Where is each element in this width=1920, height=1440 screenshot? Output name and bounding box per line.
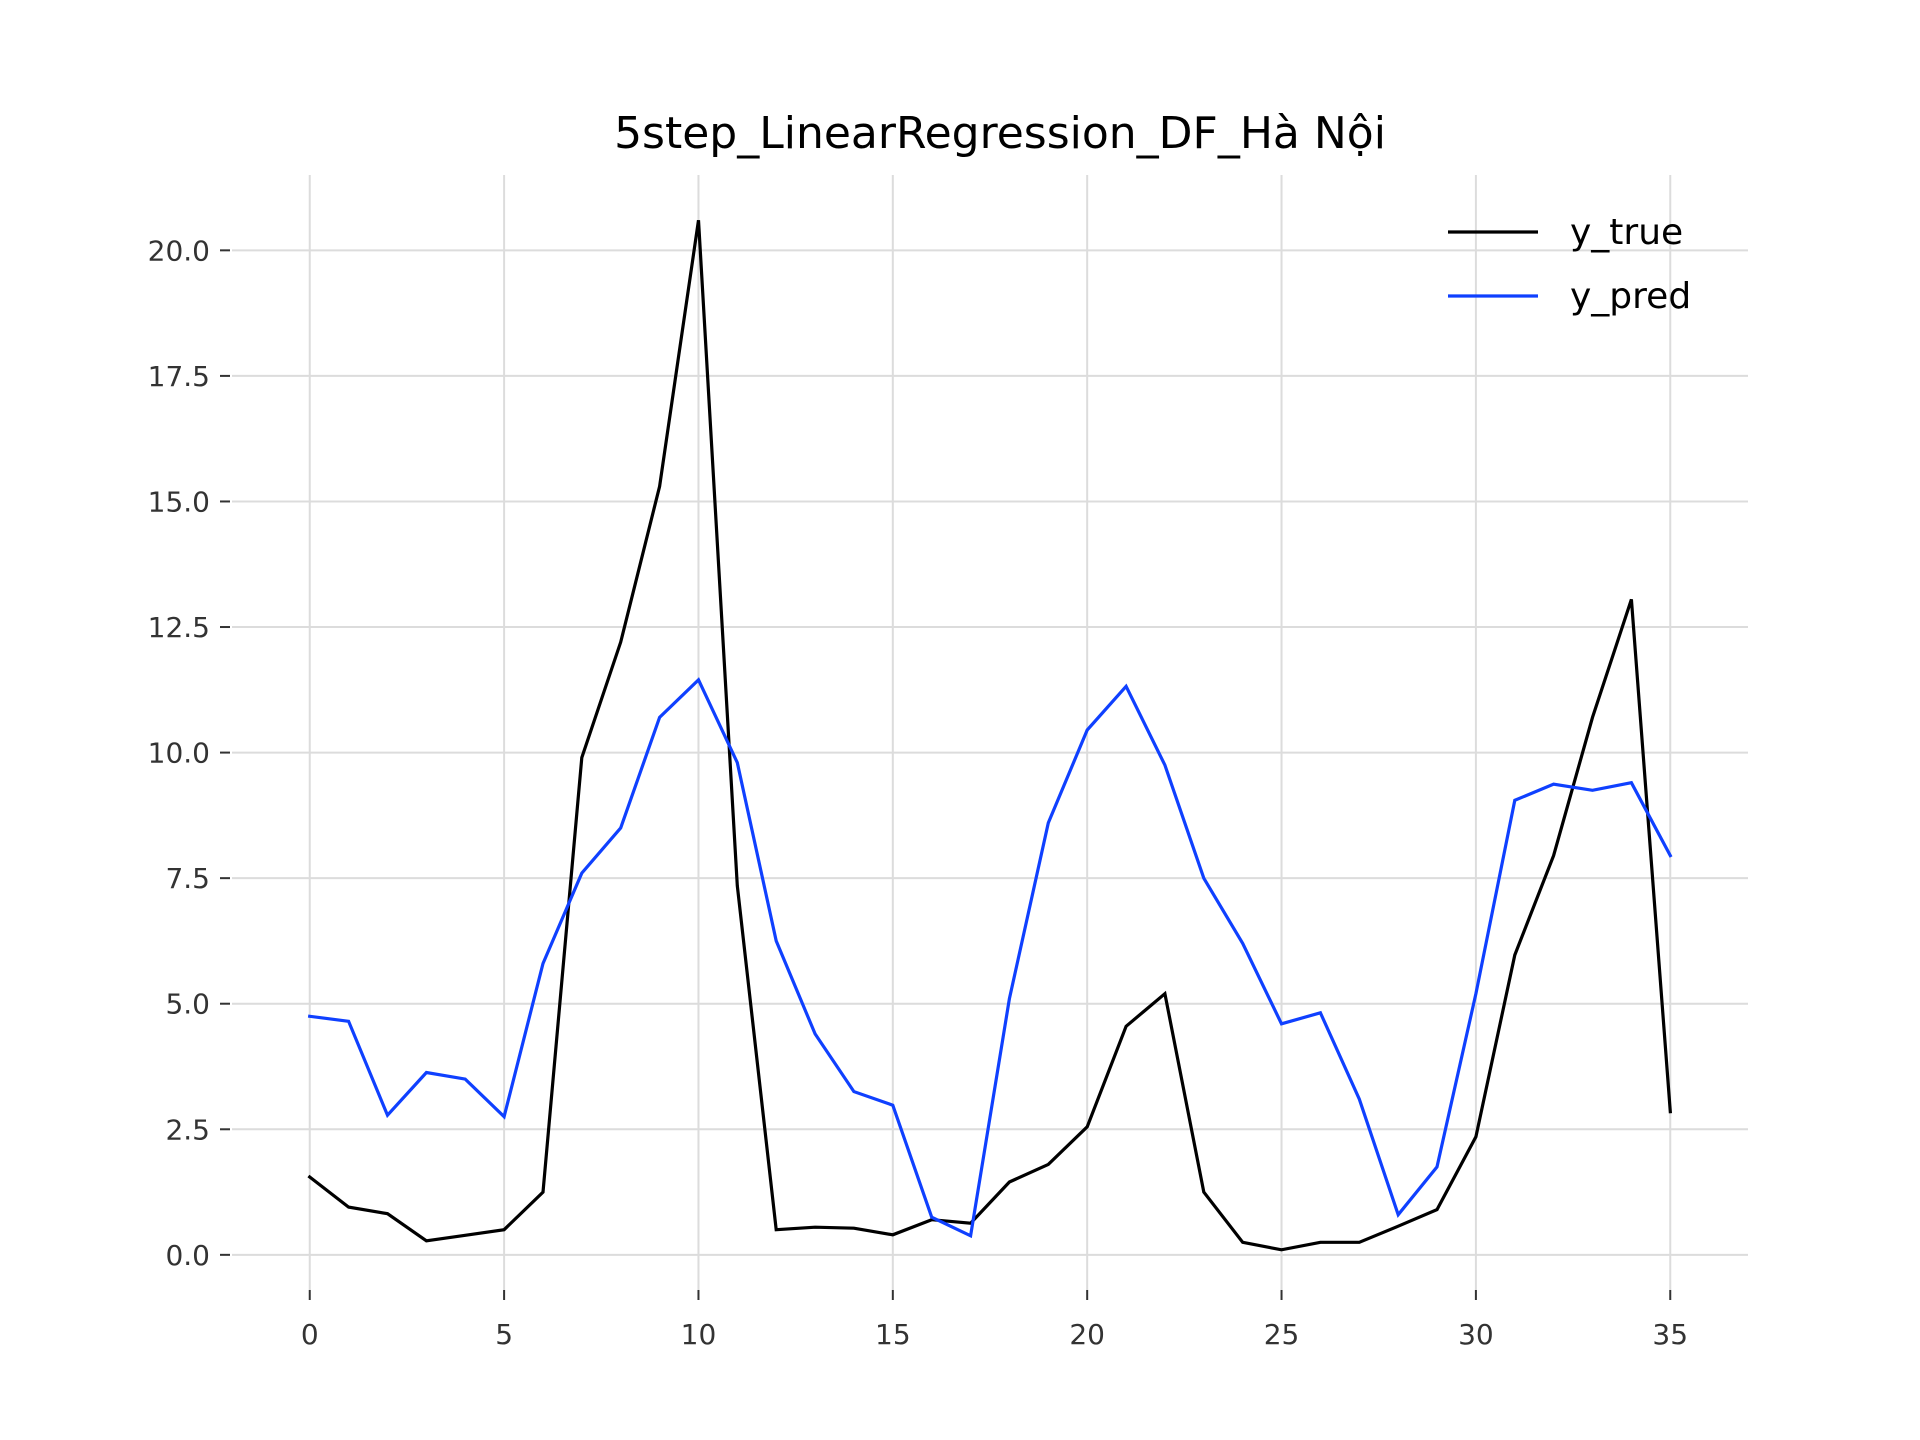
x-tick-label: 15 xyxy=(875,1318,911,1351)
y-tick-label: 0.0 xyxy=(165,1239,210,1272)
y-tick-label: 20.0 xyxy=(148,234,210,267)
grid xyxy=(232,175,1748,1290)
y-tick-label: 17.5 xyxy=(148,360,210,393)
x-tick-label: 0 xyxy=(301,1318,319,1351)
x-tick-label: 10 xyxy=(681,1318,717,1351)
y-tick-label: 2.5 xyxy=(165,1113,210,1146)
series-line-y-true xyxy=(307,219,1673,1252)
x-tick-label: 25 xyxy=(1264,1318,1300,1351)
chart-title: 5step_LinearRegression_DF_Hà Nội xyxy=(614,108,1386,159)
y-tick-label: 15.0 xyxy=(148,485,210,518)
x-tick-label: 5 xyxy=(495,1318,513,1351)
series-line-y-pred xyxy=(307,677,1673,1239)
legend: y_true y_pred xyxy=(1448,212,1691,317)
x-tick-label: 20 xyxy=(1069,1318,1105,1351)
y-tick-label: 7.5 xyxy=(165,862,210,895)
axis-ticks: 0 5 10 15 20 25 30 35 0.0 2.5 5.0 7.5 10.0 12.5 15.0 17… xyxy=(148,234,1688,1351)
series-lines xyxy=(307,219,1673,1252)
legend-label-y-true: y_true xyxy=(1570,212,1683,253)
y-tick-label: 12.5 xyxy=(148,611,210,644)
y-tick-label: 10.0 xyxy=(148,737,210,770)
legend-label-y-pred: y_pred xyxy=(1570,276,1691,317)
x-tick-label: 35 xyxy=(1652,1318,1688,1351)
x-tick-label: 30 xyxy=(1458,1318,1494,1351)
y-tick-label: 5.0 xyxy=(165,988,210,1021)
